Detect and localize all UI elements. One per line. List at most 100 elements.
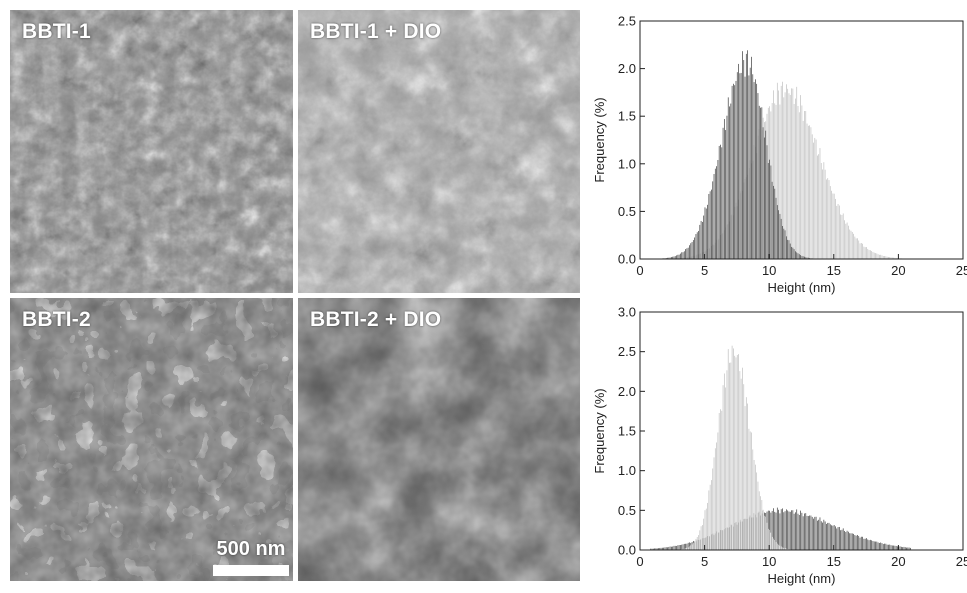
panel-label: BBTI-1 bbox=[22, 20, 91, 43]
histogram-bar bbox=[774, 188, 776, 259]
histogram-bar bbox=[795, 251, 796, 259]
histogram-bar bbox=[787, 510, 789, 550]
histogram-bar bbox=[668, 257, 670, 259]
histogram-bar bbox=[800, 95, 801, 259]
histogram-bar bbox=[682, 544, 684, 550]
histogram-bar bbox=[791, 246, 792, 259]
histogram-bar bbox=[743, 60, 745, 259]
histogram-bar bbox=[671, 546, 672, 550]
histogram-bar bbox=[872, 251, 874, 259]
histogram-bar bbox=[718, 145, 720, 259]
histogram-bar bbox=[851, 232, 853, 259]
histogram-bar bbox=[849, 229, 851, 259]
histogram-bar bbox=[882, 256, 884, 259]
histogram-bar bbox=[756, 472, 758, 550]
histogram-bar bbox=[897, 546, 898, 550]
histogram-bar bbox=[767, 528, 769, 550]
histogram-bar bbox=[806, 123, 808, 259]
histogram-bar bbox=[742, 367, 743, 550]
histogram-bar bbox=[716, 442, 717, 550]
histogram-bar bbox=[717, 160, 719, 259]
histogram-bar bbox=[690, 243, 692, 259]
histogram-bar bbox=[805, 257, 807, 259]
histogram-bar bbox=[890, 257, 892, 259]
x-tick-label: 5 bbox=[701, 263, 708, 278]
histogram-bar bbox=[780, 85, 782, 259]
histogram-bar bbox=[689, 542, 690, 550]
histogram-bar bbox=[793, 249, 795, 259]
histogram-bar bbox=[747, 403, 748, 550]
histogram-bar bbox=[791, 88, 792, 259]
histogram-bar bbox=[764, 515, 765, 550]
histogram-bar bbox=[709, 484, 711, 550]
histogram-bar bbox=[707, 204, 708, 259]
histogram-bar bbox=[779, 545, 781, 550]
histogram-bar bbox=[876, 541, 878, 550]
histogram-bar bbox=[676, 545, 677, 550]
histogram-bar bbox=[844, 220, 845, 259]
histogram-bar bbox=[765, 130, 767, 259]
histogram-bar bbox=[749, 67, 751, 260]
histogram-bar bbox=[801, 512, 803, 550]
histogram-bar bbox=[860, 243, 862, 259]
histogram-bar bbox=[831, 190, 832, 259]
histogram-bar bbox=[774, 511, 776, 550]
histogram-bar bbox=[903, 546, 905, 550]
histogram-bar bbox=[678, 545, 680, 550]
height-histogram-top: 0 5 10 15 20 25 0.0 0.5 1.0 1.5 2.0 2.5 Height (nm) F… bbox=[592, 14, 967, 296]
histogram-bar bbox=[775, 512, 777, 550]
histogram-bar bbox=[745, 53, 747, 259]
histogram-bar bbox=[886, 544, 888, 550]
histogram-bar bbox=[656, 548, 658, 550]
histogram-bar bbox=[858, 535, 860, 550]
histogram-bar bbox=[658, 548, 659, 550]
histogram-bar bbox=[738, 63, 739, 260]
histogram-bar bbox=[752, 449, 754, 550]
histogram-bar bbox=[893, 545, 894, 550]
histogram-bar bbox=[811, 516, 813, 550]
histogram-bar bbox=[753, 460, 755, 550]
histogram-bar bbox=[809, 125, 810, 259]
histogram-bar bbox=[703, 215, 705, 259]
histogram-bar bbox=[771, 510, 773, 550]
histogram-bar bbox=[748, 75, 750, 259]
histogram-bar bbox=[827, 178, 829, 259]
histogram-bar bbox=[702, 525, 703, 550]
histogram-bar bbox=[840, 214, 842, 259]
histogram-bar bbox=[858, 240, 860, 259]
histogram-bar bbox=[845, 223, 847, 259]
histogram-bar bbox=[804, 256, 805, 259]
histogram-bar bbox=[854, 535, 856, 550]
histogram-bar bbox=[822, 169, 823, 259]
histogram-bar bbox=[875, 253, 876, 259]
histogram-bar bbox=[774, 540, 776, 550]
plot-frame bbox=[639, 20, 964, 260]
histogram-bar bbox=[680, 253, 681, 259]
scale-bar: 500 nm bbox=[213, 538, 289, 578]
histogram-bar bbox=[853, 533, 854, 550]
histogram-bar bbox=[692, 240, 694, 259]
histogram-bar bbox=[796, 509, 798, 550]
histogram-bar bbox=[762, 509, 764, 550]
y-axis-title: Frequency (%) bbox=[592, 388, 607, 473]
histogram-bar bbox=[796, 252, 798, 259]
histogram-bar bbox=[747, 50, 748, 259]
histogram-bar bbox=[739, 371, 741, 550]
x-tick-label: 20 bbox=[891, 263, 905, 278]
y-tick-label: 1.5 bbox=[618, 424, 636, 439]
afm-texture bbox=[298, 10, 580, 293]
histogram-bar bbox=[810, 515, 812, 550]
histogram-bar bbox=[704, 207, 706, 259]
histogram-bar bbox=[880, 254, 882, 259]
histogram-bar bbox=[691, 241, 693, 259]
histogram-bar bbox=[877, 542, 879, 550]
histogram-bar bbox=[720, 144, 721, 259]
histogram-bar bbox=[674, 545, 676, 550]
histogram-bar bbox=[740, 378, 742, 550]
histogram-bar bbox=[791, 510, 792, 550]
histogram-bar bbox=[716, 166, 717, 259]
afm-panel-bbti2: BBTI-2 500 nm bbox=[10, 298, 293, 581]
histogram-bar bbox=[678, 254, 680, 259]
histogram-bar bbox=[899, 546, 901, 550]
histogram-bar bbox=[770, 165, 772, 259]
